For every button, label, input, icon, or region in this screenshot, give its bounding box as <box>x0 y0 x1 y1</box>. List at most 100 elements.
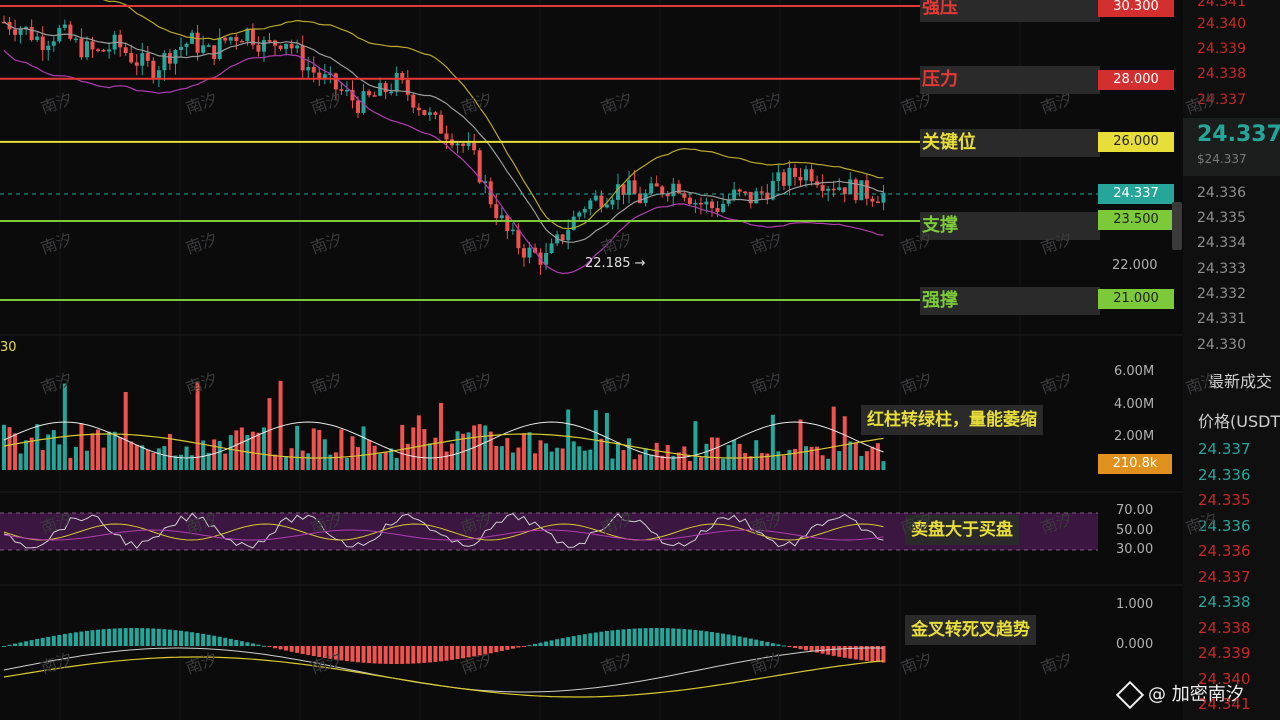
macd-histogram-bar <box>350 646 355 662</box>
bid-price[interactable]: 24.336 <box>1197 185 1246 201</box>
macd-histogram-bar <box>145 628 150 646</box>
macd-histogram-bar <box>715 632 720 646</box>
volume-bar <box>826 458 831 470</box>
volume-bar <box>62 383 67 470</box>
macd-histogram-bar <box>759 640 764 646</box>
volume-bar <box>416 415 421 470</box>
macd-histogram-bar <box>627 628 632 646</box>
level-tag-23500: 23.500 <box>1098 210 1174 230</box>
macd-histogram-bar <box>776 644 781 646</box>
candle-body <box>295 45 300 49</box>
bid-price[interactable]: 24.332 <box>1197 286 1246 302</box>
macd-histogram-bar <box>29 640 34 646</box>
bid-price[interactable]: 24.334 <box>1197 235 1246 251</box>
macd-histogram-bar <box>599 631 604 646</box>
volume-bar <box>582 450 587 470</box>
price-chart[interactable]: 22.185 → <box>0 0 1183 720</box>
macd-histogram-bar <box>632 628 637 646</box>
recent-trades-title[interactable]: 最新成交 <box>1208 372 1273 391</box>
ask-price[interactable]: 24.338 <box>1197 66 1246 82</box>
ask-price[interactable]: 24.339 <box>1197 41 1246 57</box>
candle-body <box>201 45 206 53</box>
macd-histogram-bar <box>815 646 820 653</box>
candle-body <box>560 234 565 241</box>
ask-price[interactable]: 24.341 <box>1197 0 1246 10</box>
macd-histogram-bar <box>494 646 499 653</box>
volume-bar <box>848 441 853 470</box>
macd-histogram-bar <box>101 629 106 646</box>
candle-body <box>228 37 233 41</box>
volume-bar <box>521 433 526 470</box>
candle-body <box>267 40 272 42</box>
candle-body <box>831 188 836 191</box>
level-label-strong-resistance: 强压 <box>920 0 1100 22</box>
panel-resize-handle[interactable] <box>1172 202 1182 250</box>
candle-body <box>566 230 571 241</box>
candle-body <box>261 40 266 52</box>
volume-bar <box>638 454 643 470</box>
volume-bar <box>571 441 576 470</box>
macd-histogram-bar <box>261 645 266 647</box>
macd-histogram-bar <box>516 646 521 648</box>
volume-annotation: 红柱转绿柱，量能萎缩 <box>861 405 1043 435</box>
volume-bar <box>179 454 183 470</box>
volume-bar <box>804 446 809 470</box>
macd-histogram-bar <box>649 628 654 646</box>
macd-histogram-bar <box>156 628 161 646</box>
macd-histogram-bar <box>732 635 737 646</box>
rsi-tick-50: 50.00 <box>1116 523 1154 538</box>
trade-row: 24.340 <box>1198 669 1251 688</box>
macd-histogram-bar <box>671 628 676 646</box>
candle-body <box>123 47 128 53</box>
ask-price[interactable]: 24.337 <box>1197 92 1246 108</box>
ask-price[interactable]: 24.340 <box>1197 16 1246 32</box>
macd-histogram-bar <box>427 646 432 663</box>
volume-bar <box>79 423 84 470</box>
macd-histogram-bar <box>73 632 78 646</box>
macd-histogram-bar <box>466 646 471 658</box>
volume-bar <box>466 432 471 470</box>
candle-body <box>18 29 23 35</box>
bid-price[interactable]: 24.330 <box>1197 337 1246 353</box>
volume-bar <box>615 442 620 470</box>
macd-histogram-bar <box>134 628 139 646</box>
volume-bar <box>90 433 95 470</box>
candle-body <box>477 150 482 183</box>
volume-bar <box>228 435 233 470</box>
macd-histogram-bar <box>51 635 56 646</box>
candle-body <box>770 180 775 200</box>
candle-body <box>721 203 726 213</box>
macd-histogram-bar <box>328 646 333 659</box>
volume-bar <box>411 427 416 470</box>
volume-bar <box>13 433 18 470</box>
candle-body <box>682 193 687 198</box>
volume-bar <box>488 431 493 470</box>
macd-histogram-bar <box>2 646 6 647</box>
macd-histogram-bar <box>13 643 18 646</box>
volume-bar <box>438 402 443 470</box>
macd-histogram-bar <box>389 646 394 664</box>
volume-bar <box>295 425 300 470</box>
macd-histogram-bar <box>549 640 554 646</box>
bid-price[interactable]: 24.333 <box>1197 261 1246 277</box>
trade-row: 24.341 <box>1198 695 1251 713</box>
volume-bar <box>162 446 167 470</box>
macd-histogram-bar <box>167 629 172 646</box>
volume-bar <box>145 449 150 470</box>
candle-body <box>167 53 172 64</box>
bid-price[interactable]: 24.331 <box>1197 311 1246 327</box>
volume-bar <box>306 453 311 470</box>
rsi-signal-line <box>3 523 884 541</box>
macd-histogram-bar <box>405 646 410 664</box>
volume-bar <box>864 451 869 470</box>
candle-body <box>217 37 222 59</box>
volume-bar <box>156 448 161 470</box>
volume-bar <box>555 447 560 470</box>
candle-body <box>759 191 764 193</box>
level-tag-30300: 30.300 <box>1098 0 1174 17</box>
level-label-key: 关键位 <box>920 129 1100 157</box>
macd-tick-0: 0.000 <box>1116 637 1154 652</box>
bid-price[interactable]: 24.335 <box>1197 210 1246 226</box>
volume-bar <box>356 447 360 470</box>
moving-average-line <box>3 21 884 243</box>
